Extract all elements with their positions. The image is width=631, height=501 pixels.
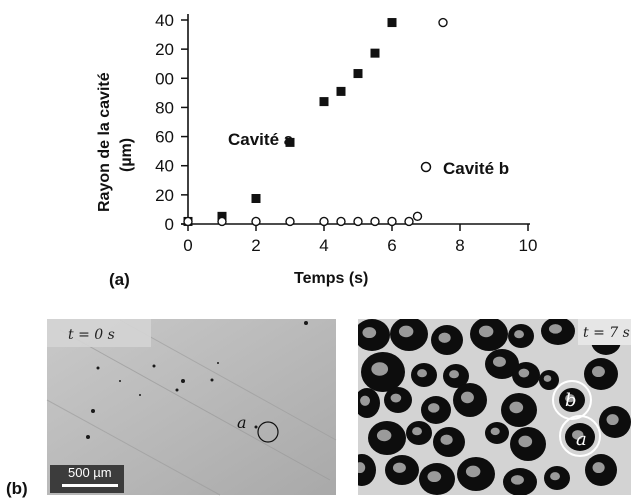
x-tick-label-5: 10	[519, 236, 538, 255]
y-tick-label-5: 00	[155, 69, 174, 88]
chart-marks	[183, 17, 448, 227]
micrograph-t7-cavities	[358, 319, 631, 495]
point-cavite-a-5	[336, 86, 346, 96]
point-cavite-b-11	[438, 17, 448, 28]
point-cavite-b-4	[319, 216, 329, 227]
point-cavite-a-7	[370, 48, 380, 58]
point-cavite-a-6	[353, 69, 363, 79]
point-cavite-b-1	[217, 216, 227, 227]
scale-bar	[62, 484, 118, 487]
y-axis-title-line2: (µm)	[118, 138, 135, 172]
point-cavite-b-9	[404, 216, 414, 227]
micrograph-t0-label-a: a	[237, 413, 247, 432]
point-cavite-b-0	[183, 216, 193, 227]
y-tick-label-3: 60	[155, 128, 174, 147]
series-label-cavite-a: Cavité a	[228, 130, 294, 149]
point-cavite-a-3	[285, 137, 295, 147]
cavity-25	[358, 454, 376, 486]
point-cavite-b-10	[412, 211, 423, 222]
scale-bar-label: 500 µm	[68, 465, 112, 480]
cavity-radius-chart: 0 2 4 6 8 10 0 20 40 60 80 00 20 40 Temps (s) Rayon d…	[96, 11, 537, 289]
cavity-a-highlight	[559, 415, 601, 457]
chart-axes	[181, 14, 530, 225]
y-tick-label-0: 0	[165, 215, 174, 234]
point-cavite-a-2	[251, 194, 261, 203]
micrograph-t7-label-b: b	[565, 390, 577, 411]
y-tick-label-4: 80	[155, 98, 174, 117]
y-tick-label-2: 40	[155, 157, 174, 176]
panel-a-label: (a)	[109, 270, 130, 289]
legend-marker-cavite-b	[420, 161, 432, 173]
cavity-a-marker	[257, 421, 279, 443]
micrograph-t7: t = 7 s b a	[358, 319, 631, 495]
point-cavite-b-7	[370, 216, 380, 227]
point-cavite-b-3	[285, 216, 295, 227]
series-label-cavite-b: Cavité b	[443, 159, 509, 178]
x-tick-label-1: 2	[251, 236, 260, 255]
micrograph-t0: t = 0 s a 500 µm	[46, 319, 337, 496]
point-cavite-a-4	[319, 97, 329, 107]
micrograph-t7-label-a: a	[576, 429, 587, 450]
x-tick-label-3: 6	[387, 236, 396, 255]
y-tick-label-1: 20	[155, 186, 174, 205]
y-axis-title-line1: Rayon de la cavité	[96, 72, 113, 212]
point-cavite-b-2	[251, 216, 261, 227]
y-tick-label-7: 40	[155, 11, 174, 30]
point-cavite-a-1	[217, 211, 227, 221]
point-cavite-b-5	[336, 216, 346, 227]
x-axis-title: Temps (s)	[294, 270, 368, 287]
micrograph-t0-specks	[86, 321, 308, 439]
y-tick-label-6: 20	[155, 40, 174, 59]
chart-ticks: 0 2 4 6 8 10 0 20 40 60 80 00 20 40	[155, 11, 537, 255]
x-tick-label-0: 0	[183, 236, 192, 255]
x-tick-label-2: 4	[319, 236, 328, 255]
cavity-b-highlight	[552, 380, 592, 420]
micrograph-t0-time: t = 0 s	[68, 327, 115, 343]
panel-b-label: (b)	[6, 479, 28, 498]
x-tick-label-4: 8	[455, 236, 464, 255]
point-cavite-b-6	[353, 216, 363, 227]
point-cavite-b-8	[387, 216, 397, 227]
micrograph-t7-time: t = 7 s	[583, 325, 630, 341]
point-cavite-a-8	[387, 18, 397, 28]
